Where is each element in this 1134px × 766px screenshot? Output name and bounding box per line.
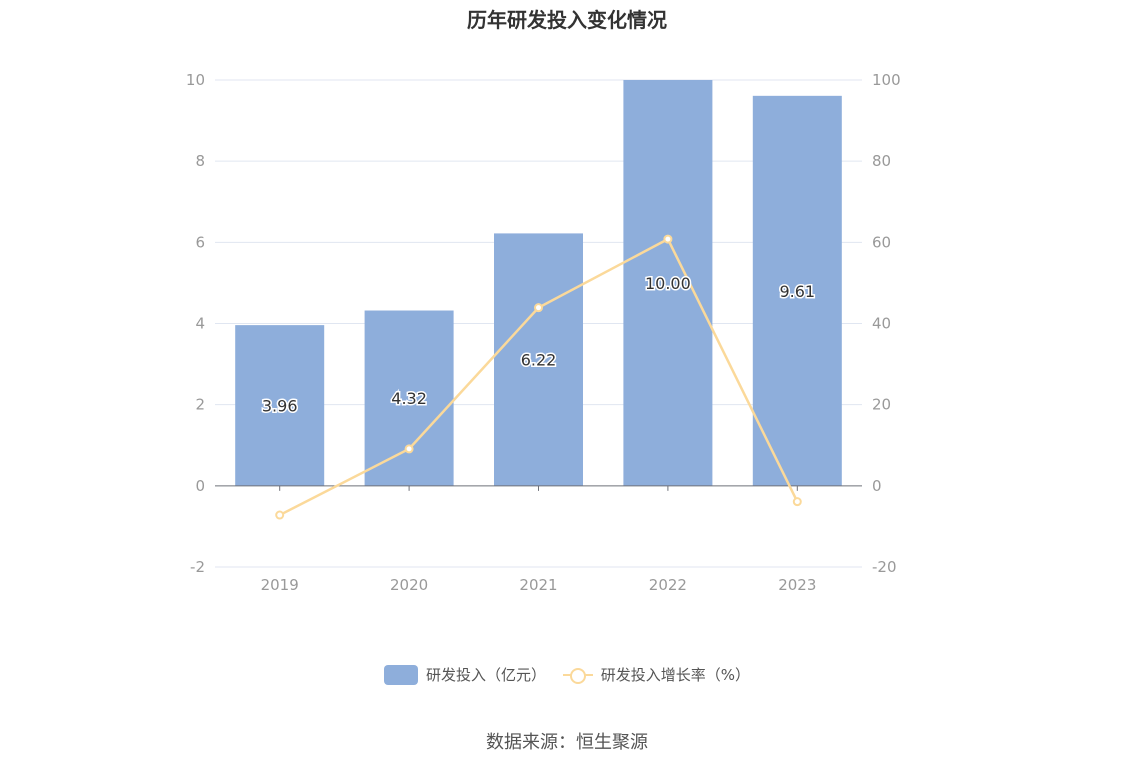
bar [364, 310, 454, 486]
y-left-tick-label: 8 [195, 152, 205, 170]
y-right-tick-label: 0 [872, 477, 882, 495]
y-right-tick-label: 100 [872, 71, 901, 89]
y-left-tick-label: 6 [195, 233, 205, 251]
x-axis-label: 2019 [261, 576, 299, 594]
y-right-tick-label: 80 [872, 152, 891, 170]
y-left-tick-label: 4 [195, 315, 205, 333]
axis-layer: 10 100 8 80 6 60 4 40 2 20 0 0 -2 -20 2019 2020 2021 2022… [186, 71, 901, 594]
growth-point [534, 303, 543, 313]
bar-value-label: 9.61 [779, 282, 815, 301]
legend-line-label: 研发投入增长率（%） [600, 666, 751, 684]
y-left-tick-label: 2 [195, 396, 205, 414]
y-right-tick-label: 20 [872, 396, 891, 414]
y-right-tick-label: -20 [872, 558, 897, 576]
line-layer [275, 234, 802, 520]
bar [752, 95, 842, 486]
bar-value-label: 4.32 [391, 389, 427, 408]
x-axis-label: 2020 [390, 576, 428, 594]
y-right-tick-label: 60 [872, 233, 891, 251]
bar-value-label: 10.00 [645, 274, 691, 293]
legend-item-line[interactable]: 研发投入增长率（%） [562, 664, 751, 685]
label-layer: 3.96 4.32 6.22 10.00 9.61 [260, 272, 816, 417]
growth-point [663, 234, 673, 244]
y-left-tick-label: -2 [190, 558, 205, 576]
combo-chart: 10 100 8 80 6 60 4 40 2 20 0 0 -2 -20 2019 2020 2021 2022… [186, 71, 901, 594]
legend-line-swatch [562, 665, 593, 685]
bar [623, 80, 713, 486]
bar [494, 233, 583, 486]
legend-bar-swatch [383, 664, 418, 685]
data-source: 数据来源：恒生聚源 [486, 732, 648, 753]
x-axis-label: 2021 [519, 576, 557, 594]
bar-value-label: 3.96 [262, 396, 298, 415]
legend-bar-label: 研发投入（亿元） [425, 666, 546, 684]
y-left-tick-label: 10 [186, 71, 205, 89]
x-axis-label: 2022 [649, 576, 687, 594]
growth-point [792, 497, 802, 507]
y-left-tick-label: 0 [195, 477, 205, 495]
bar [235, 325, 325, 486]
chart-title: 历年研发投入变化情况 [467, 8, 667, 32]
growth-point [275, 510, 285, 520]
x-axis-label: 2023 [778, 576, 816, 594]
legend-item-bar[interactable]: 研发投入（亿元） [383, 664, 546, 685]
growth-point [404, 444, 414, 454]
bar-value-label: 6.22 [521, 351, 557, 370]
bar-layer [235, 80, 842, 486]
legend: 研发投入（亿元） 研发投入增长率（%） [0, 664, 1134, 689]
y-right-tick-label: 40 [872, 315, 891, 333]
